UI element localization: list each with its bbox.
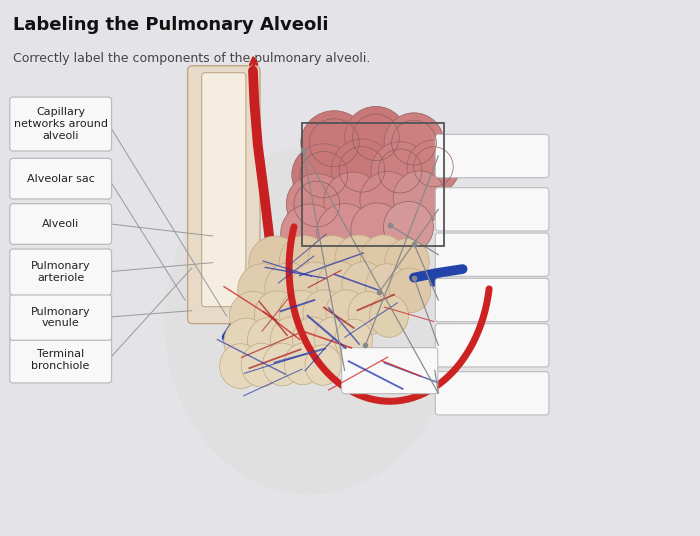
Text: Alveolar sac: Alveolar sac	[27, 174, 94, 184]
Ellipse shape	[335, 319, 372, 361]
Ellipse shape	[393, 171, 446, 224]
FancyBboxPatch shape	[435, 324, 549, 367]
Ellipse shape	[279, 291, 324, 337]
Ellipse shape	[164, 148, 456, 495]
Ellipse shape	[284, 343, 322, 385]
Ellipse shape	[331, 139, 393, 200]
FancyBboxPatch shape	[435, 135, 549, 177]
Ellipse shape	[348, 292, 388, 335]
Ellipse shape	[360, 172, 415, 228]
Ellipse shape	[292, 144, 356, 206]
Ellipse shape	[384, 113, 444, 173]
Ellipse shape	[326, 290, 368, 334]
Ellipse shape	[344, 107, 407, 168]
FancyBboxPatch shape	[10, 97, 111, 151]
Ellipse shape	[303, 290, 346, 336]
FancyBboxPatch shape	[10, 294, 111, 340]
Text: Correctly label the components of the pulmonary alveoli.: Correctly label the components of the pu…	[13, 52, 371, 65]
Ellipse shape	[314, 317, 353, 360]
Ellipse shape	[254, 291, 300, 339]
Ellipse shape	[265, 263, 314, 313]
Ellipse shape	[365, 264, 409, 310]
FancyBboxPatch shape	[435, 371, 549, 415]
Ellipse shape	[270, 317, 312, 362]
Ellipse shape	[286, 174, 347, 234]
Text: Labeling the Pulmonary Alveoli: Labeling the Pulmonary Alveoli	[13, 16, 329, 34]
Ellipse shape	[308, 235, 356, 285]
FancyBboxPatch shape	[435, 278, 549, 322]
Ellipse shape	[293, 317, 332, 361]
Text: Pulmonary
arteriole: Pulmonary arteriole	[31, 261, 90, 283]
FancyBboxPatch shape	[202, 73, 246, 307]
Ellipse shape	[279, 235, 329, 287]
Ellipse shape	[247, 318, 290, 363]
Ellipse shape	[360, 235, 407, 282]
Ellipse shape	[370, 295, 409, 337]
FancyBboxPatch shape	[435, 233, 549, 277]
Ellipse shape	[305, 345, 341, 385]
Text: Alveoli: Alveoli	[42, 219, 79, 229]
Ellipse shape	[238, 264, 288, 315]
Ellipse shape	[335, 235, 382, 283]
Ellipse shape	[291, 262, 338, 311]
Text: Capillary
networks around
alveoli: Capillary networks around alveoli	[14, 107, 108, 140]
Text: Pulmonary
venule: Pulmonary venule	[31, 307, 90, 328]
Ellipse shape	[248, 236, 302, 289]
Bar	[302, 123, 444, 245]
Ellipse shape	[351, 203, 404, 256]
Ellipse shape	[230, 292, 276, 340]
Ellipse shape	[385, 239, 429, 285]
FancyBboxPatch shape	[342, 348, 438, 393]
Ellipse shape	[301, 111, 368, 175]
Ellipse shape	[281, 204, 339, 263]
FancyBboxPatch shape	[435, 188, 549, 231]
Ellipse shape	[407, 140, 460, 193]
FancyBboxPatch shape	[10, 337, 111, 383]
Ellipse shape	[241, 343, 281, 387]
FancyBboxPatch shape	[188, 66, 260, 324]
FancyBboxPatch shape	[10, 158, 111, 199]
Ellipse shape	[220, 344, 261, 389]
Ellipse shape	[317, 204, 372, 260]
Ellipse shape	[384, 202, 433, 252]
Text: Terminal
bronchiole: Terminal bronchiole	[32, 349, 90, 371]
Ellipse shape	[389, 268, 430, 313]
FancyBboxPatch shape	[10, 249, 111, 295]
Ellipse shape	[324, 172, 382, 230]
Ellipse shape	[262, 343, 302, 386]
FancyBboxPatch shape	[10, 204, 111, 244]
Ellipse shape	[224, 318, 268, 365]
Ellipse shape	[371, 142, 429, 200]
Ellipse shape	[342, 262, 386, 309]
Ellipse shape	[317, 262, 363, 310]
